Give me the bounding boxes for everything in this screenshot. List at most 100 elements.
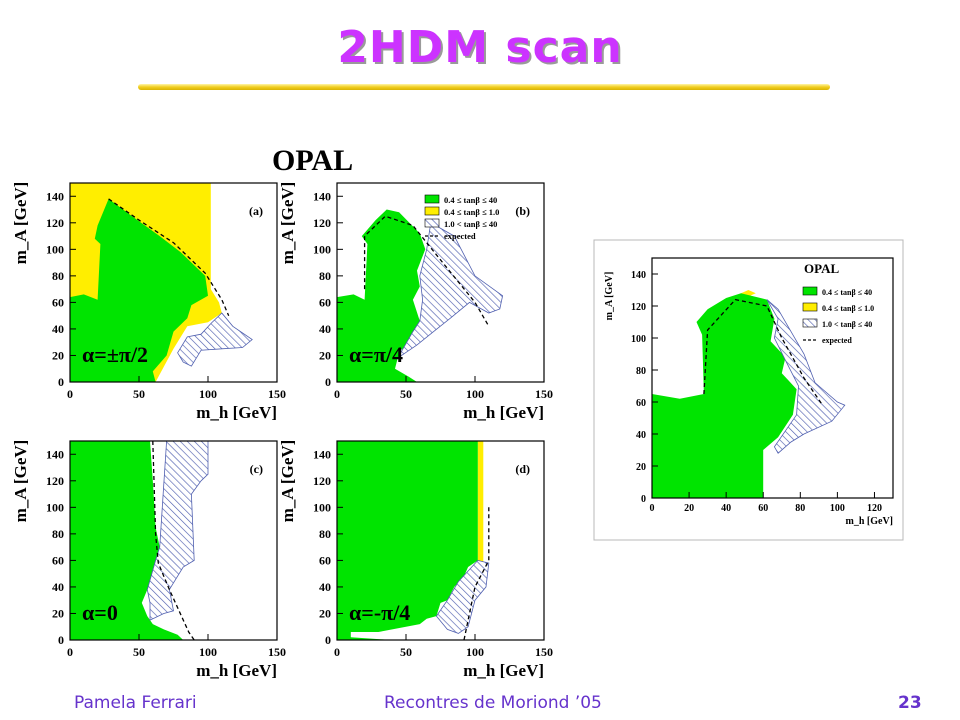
y-tick-label: 120 [313, 474, 331, 488]
hatched-region [435, 559, 490, 634]
y-tick-label: 100 [631, 334, 646, 345]
y-tick-label: 60 [319, 553, 331, 567]
panel-4: 0 20 40 60 80 100 120 0 20 40 60 80 100 120 140 m_h [Ge… [593, 239, 904, 541]
y-axis-label: m_A [GeV] [11, 182, 30, 265]
legend-label: 1.0 < tanβ ≤ 40 [444, 219, 497, 229]
x-tick-label: 120 [867, 503, 882, 514]
y-tick-label: 60 [52, 553, 64, 567]
panel-label: (d) [515, 462, 530, 476]
y-tick-label: 60 [636, 398, 646, 409]
x-axis-label: m_h [GeV] [463, 403, 544, 422]
y-tick-label: 60 [52, 295, 64, 309]
title-rule [138, 84, 830, 90]
panel-3: 0 50 100 150 0 20 40 60 80 100 120 140 m_h [GeV] m_A … [278, 440, 553, 680]
x-tick-label: 0 [67, 387, 73, 401]
alpha-annotation: α=±π/2 [82, 342, 148, 367]
hatched-region [397, 222, 504, 359]
hatched-region [766, 299, 846, 454]
chart-title: OPAL [804, 261, 839, 276]
y-tick-label: 0 [58, 375, 64, 389]
legend-label: expected [822, 336, 852, 345]
footer-page-number: 23 [898, 693, 922, 713]
x-tick-label: 50 [133, 645, 145, 659]
y-tick-label: 0 [325, 633, 331, 647]
x-axis-label: m_h [GeV] [463, 661, 544, 680]
panel-label: (c) [250, 462, 263, 476]
y-tick-label: 60 [319, 295, 331, 309]
x-tick-label: 100 [199, 387, 217, 401]
y-tick-label: 0 [325, 375, 331, 389]
x-tick-label: 0 [67, 645, 73, 659]
x-tick-label: 100 [830, 503, 845, 514]
y-tick-label: 80 [319, 527, 331, 541]
x-tick-label: 150 [535, 387, 553, 401]
y-tick-label: 20 [52, 348, 64, 362]
x-tick-label: 80 [795, 503, 805, 514]
legend: 0.4 ≤ tanβ ≤ 40 0.4 ≤ tanβ ≤ 1.0 1.0 < tan… [424, 194, 499, 241]
expected-curve [152, 440, 195, 641]
x-tick-label: 150 [268, 387, 286, 401]
legend-label: 1.0 < tanβ ≤ 40 [822, 320, 872, 329]
y-axis-label: m_A [GeV] [604, 272, 615, 321]
x-tick-label: 50 [133, 387, 145, 401]
y-tick-label: 40 [52, 322, 64, 336]
y-tick-label: 40 [636, 430, 646, 441]
x-tick-label: 100 [466, 645, 484, 659]
hatched-region [146, 440, 209, 621]
y-axis-label: m_A [GeV] [278, 182, 297, 265]
expected-curve [703, 298, 824, 406]
legend-swatch-green [424, 194, 440, 204]
slide-title: 2HDM scan [337, 22, 623, 73]
hatched-region [177, 312, 253, 367]
x-tick-label: 50 [400, 387, 412, 401]
y-tick-label: 100 [46, 242, 64, 256]
y-tick-label: 120 [631, 302, 646, 313]
footer-conference: Recontres de Moriond ’05 [384, 693, 602, 713]
legend: 0.4 ≤ tanβ ≤ 40 0.4 ≤ tanβ ≤ 1.0 1.0 < tan… [802, 286, 874, 345]
x-axis-label: m_h [GeV] [846, 516, 894, 527]
legend-label: 0.4 ≤ tanβ ≤ 1.0 [444, 207, 499, 217]
green-region [652, 293, 797, 498]
panel-label: (b) [515, 204, 530, 218]
expected-curve [108, 198, 230, 316]
x-tick-label: 150 [535, 645, 553, 659]
legend-label: 0.4 ≤ tanβ ≤ 40 [444, 195, 497, 205]
footer-author: Pamela Ferrari [74, 693, 197, 713]
y-tick-label: 0 [641, 494, 646, 505]
legend-swatch-yellow [802, 302, 818, 312]
panel-0: 0 50 100 150 0 20 40 60 80 100 120 140 m_h [GeV] m_A … [11, 182, 286, 422]
y-axis-label: m_A [GeV] [11, 440, 30, 523]
y-tick-label: 80 [52, 269, 64, 283]
x-tick-label: 100 [199, 645, 217, 659]
legend-swatch-yellow [424, 206, 440, 216]
legend-swatch-hatch [802, 318, 818, 328]
y-tick-label: 140 [313, 189, 331, 203]
alpha-annotation: α=0 [82, 600, 118, 625]
y-tick-label: 0 [58, 633, 64, 647]
y-tick-label: 100 [46, 500, 64, 514]
y-tick-label: 40 [319, 322, 331, 336]
alpha-annotation: α=π/4 [349, 342, 403, 367]
panel-2: 0 50 100 150 0 20 40 60 80 100 120 140 m_h [GeV] m_A … [11, 440, 286, 680]
x-tick-label: 20 [684, 503, 694, 514]
opal-label: OPAL [272, 144, 353, 177]
y-tick-label: 20 [319, 606, 331, 620]
x-axis-label: m_h [GeV] [196, 403, 277, 422]
x-tick-label: 50 [400, 645, 412, 659]
legend-label: expected [444, 231, 476, 241]
legend-label: 0.4 ≤ tanβ ≤ 1.0 [822, 304, 874, 313]
y-tick-label: 80 [319, 269, 331, 283]
y-axis-label: m_A [GeV] [278, 440, 297, 523]
legend-swatch-green [802, 286, 818, 296]
yellow-region [477, 441, 484, 574]
x-axis-label: m_h [GeV] [196, 661, 277, 680]
panel-1: 0 50 100 150 0 20 40 60 80 100 120 140 m_h [GeV] m_A … [278, 182, 553, 422]
x-tick-label: 150 [268, 645, 286, 659]
plot-frame [69, 440, 278, 641]
plot-frame [69, 182, 278, 383]
x-tick-label: 60 [758, 503, 768, 514]
green-region [70, 441, 184, 640]
y-tick-label: 120 [46, 216, 64, 230]
x-tick-label: 0 [650, 503, 655, 514]
